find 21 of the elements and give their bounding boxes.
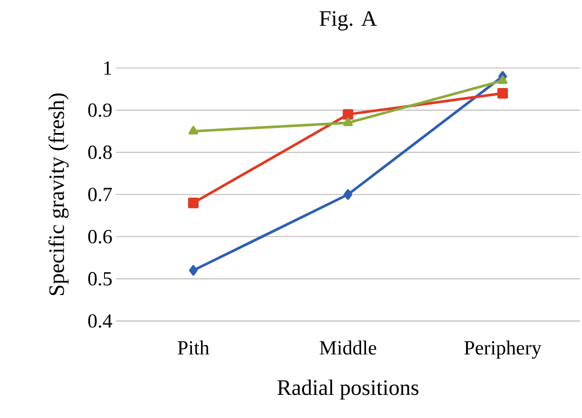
y-tick-label: 1 (104, 61, 112, 75)
point (344, 189, 352, 200)
point (188, 126, 198, 135)
x-axis-title: Radial positions (277, 380, 418, 400)
point (497, 88, 508, 99)
point (342, 109, 354, 120)
chart-title: Fig. A (320, 11, 377, 30)
x-tick-label: Periphery (464, 340, 542, 359)
point (498, 75, 508, 84)
y-tick-label: 0.6 (88, 230, 112, 244)
y-tick-label: 0.7 (88, 188, 112, 202)
point (189, 265, 198, 276)
y-tick-label: 0.8 (88, 146, 112, 160)
y-axis-title: Specific gravity (fresh) (48, 93, 69, 296)
x-tick-label: Middle (320, 340, 376, 355)
point (343, 118, 353, 126)
x-tick-label: Pith (178, 340, 210, 355)
y-tick-label: 0.4 (88, 314, 112, 328)
y-tick-label: 0.9 (88, 103, 112, 117)
point (188, 198, 199, 208)
y-tick-label: 0.5 (88, 272, 112, 286)
